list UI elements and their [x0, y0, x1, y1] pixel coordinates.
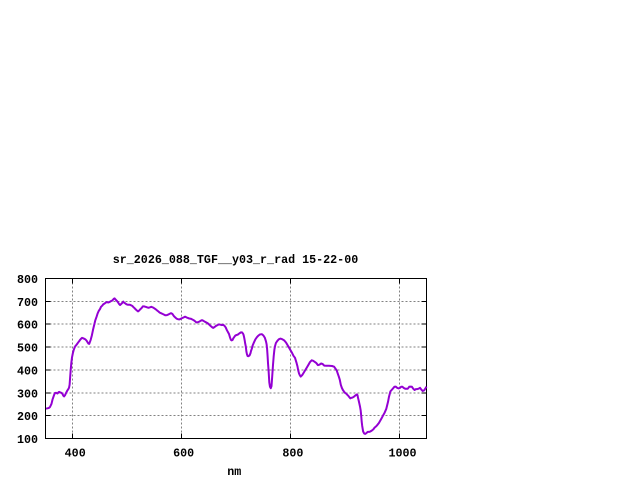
svg-text:500: 500 [17, 342, 38, 356]
svg-text:400: 400 [17, 364, 38, 378]
svg-text:100: 100 [17, 433, 38, 447]
svg-text:800: 800 [17, 273, 38, 287]
svg-text:600: 600 [173, 446, 194, 460]
svg-text:700: 700 [17, 296, 38, 310]
svg-text:sr_2026_088_TGF__y03_r_rad 15-: sr_2026_088_TGF__y03_r_rad 15-22-00 [113, 253, 358, 267]
svg-text:300: 300 [17, 387, 38, 401]
svg-text:200: 200 [17, 410, 38, 424]
svg-text:400: 400 [65, 446, 86, 460]
svg-text:nm: nm [227, 465, 241, 479]
svg-text:600: 600 [17, 319, 38, 333]
svg-text:1000: 1000 [388, 446, 416, 460]
svg-text:800: 800 [282, 446, 303, 460]
